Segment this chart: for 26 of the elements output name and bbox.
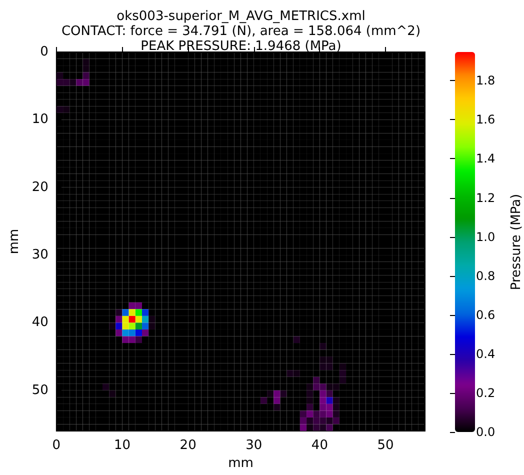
y-tick-label: 30	[32, 248, 48, 263]
y-axis-title: mm	[7, 228, 22, 254]
color-bar-label: 1.0	[476, 230, 496, 244]
y-tick-label: 50	[32, 382, 48, 398]
x-tick-label: 0	[52, 438, 61, 453]
color-bar-label: 1.6	[476, 112, 496, 127]
x-axis-title: mm	[228, 456, 254, 471]
color-bar-title: Pressure (MPa)	[509, 194, 524, 290]
y-tick-label: 20	[32, 180, 48, 195]
color-bar-label: 1.8	[476, 74, 496, 88]
color-bar-label: 0.8	[476, 268, 496, 283]
y-tick-label: 10	[32, 112, 48, 128]
chart-title: oks003-superior_M_AVG_METRICS.xml CONTACT: force = 34.791 (N), area = 158.064 (mm^2) PEAK PRESSURE: 1.9468 (MPa)	[61, 9, 421, 54]
color-bar-label: 0.2	[476, 386, 496, 400]
x-tick-label: 20	[180, 438, 196, 453]
x-tick-label: 30	[246, 438, 262, 453]
color-bar-label: 0.4	[476, 346, 496, 361]
x-tick-label: 40	[311, 438, 328, 453]
color-bar-label: 0.6	[476, 308, 496, 322]
x-tick-label: 50	[377, 438, 394, 453]
y-tick-label: 40	[32, 315, 48, 330]
x-tick-label: 10	[114, 438, 131, 453]
color-bar-label: 0.0	[476, 425, 496, 439]
color-bar-label: 1.2	[476, 190, 496, 205]
color-bar-label: 1.4	[476, 152, 496, 166]
y-tick-label: 0	[40, 44, 48, 60]
